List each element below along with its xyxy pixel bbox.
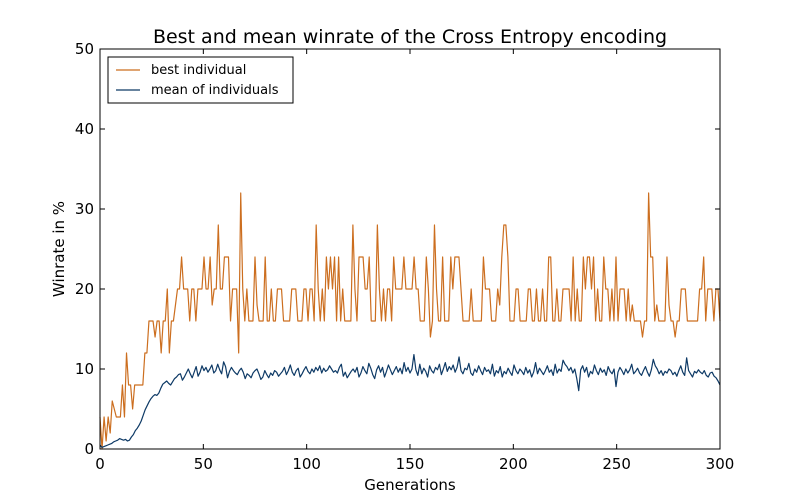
y-tick-label: 10	[75, 360, 94, 378]
y-tick-label: 40	[75, 120, 94, 138]
legend-label-mean-of-individuals: mean of individuals	[151, 83, 279, 98]
y-tick-label: 30	[75, 200, 94, 218]
x-tick-label: 200	[499, 455, 528, 473]
y-tick-label: 50	[75, 40, 94, 58]
series-line-best-individual	[99, 192, 721, 450]
legend: best individual mean of individuals	[107, 56, 294, 104]
x-tick-label: 250	[602, 455, 631, 473]
plot-series	[99, 192, 721, 450]
x-tick-label: 50	[194, 455, 213, 473]
chart-title: Best and mean winrate of the Cross Entro…	[153, 26, 667, 48]
y-tick-label: 20	[75, 280, 94, 298]
series-line-mean-of-individuals	[99, 354, 721, 448]
axis-ticks: 0 50 100 150 200 250 300 0 10 20 30 40 50	[75, 40, 734, 473]
y-axis-label: Winrate in %	[50, 201, 68, 297]
x-tick-label: 100	[292, 455, 321, 473]
legend-box	[107, 56, 294, 104]
y-tick-label: 0	[84, 440, 94, 458]
x-tick-label: 300	[706, 455, 735, 473]
x-axis-label: Generations	[364, 476, 456, 494]
x-tick-label: 150	[396, 455, 425, 473]
x-tick-label: 0	[95, 455, 105, 473]
legend-label-best-individual: best individual	[151, 63, 246, 78]
